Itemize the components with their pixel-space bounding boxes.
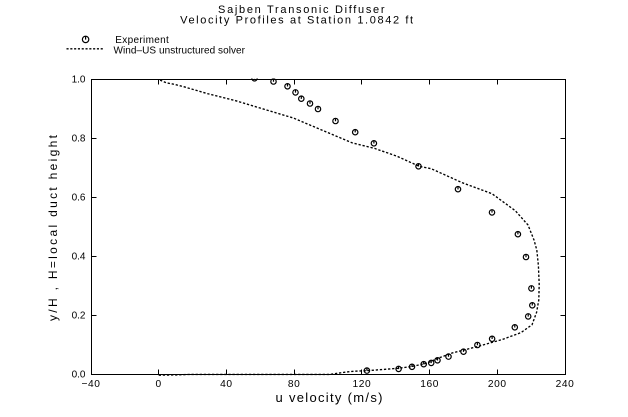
svg-text:160: 160 [420, 379, 439, 390]
svg-text:0: 0 [156, 379, 162, 390]
svg-text:200: 200 [488, 379, 507, 390]
svg-text:Wind–US unstructured solver: Wind–US unstructured solver [114, 45, 246, 56]
svg-text:0.6: 0.6 [72, 193, 86, 204]
svg-text:1.0: 1.0 [72, 75, 86, 86]
svg-text:0.0: 0.0 [72, 370, 86, 381]
svg-text:80: 80 [288, 379, 301, 390]
svg-text:−40: −40 [81, 379, 100, 390]
svg-text:120: 120 [352, 379, 371, 390]
svg-text:Experiment: Experiment [115, 35, 169, 46]
svg-text:40: 40 [220, 379, 233, 390]
svg-text:0.2: 0.2 [72, 311, 86, 322]
svg-text:0.4: 0.4 [72, 252, 86, 263]
svg-text:0.8: 0.8 [72, 134, 86, 145]
svg-text:240: 240 [556, 379, 575, 390]
